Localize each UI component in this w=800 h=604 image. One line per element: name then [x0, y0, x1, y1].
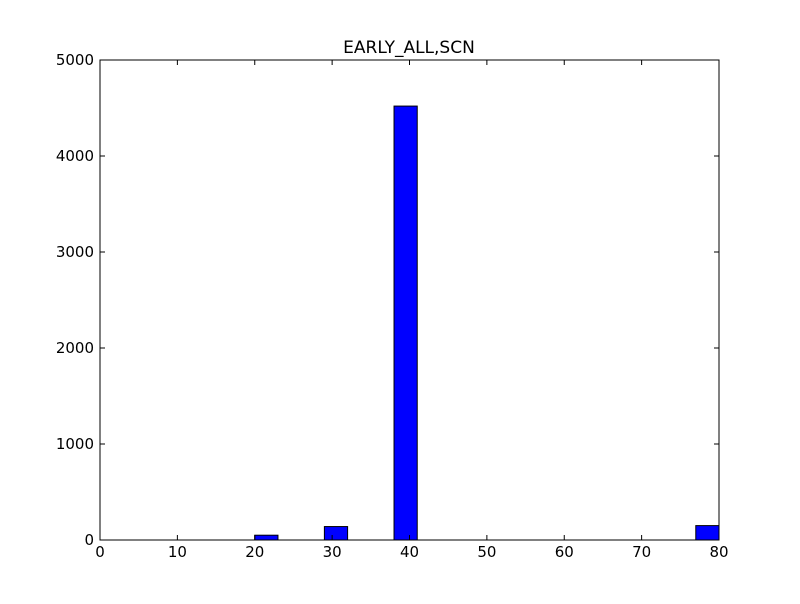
- y-tick-label-2: 2000: [56, 339, 94, 357]
- y-tick-label-3: 3000: [56, 243, 94, 261]
- y-axis: 0 1000 2000 3000 4000 5000: [56, 51, 719, 549]
- y-tick-label-5: 5000: [56, 51, 94, 69]
- x-tick-label-5: 50: [477, 543, 496, 561]
- y-tick-label-1: 1000: [56, 435, 94, 453]
- bars-layer: [254, 105, 720, 541]
- y-tick-label-4: 4000: [56, 147, 94, 165]
- histogram-bar-0: [254, 534, 279, 541]
- x-tick-label-1: 10: [168, 543, 187, 561]
- histogram-bar-1: [323, 526, 349, 541]
- x-axis: 0 10 20 30 40 50 60 70 80: [95, 60, 729, 561]
- histogram-bar-3: [695, 525, 720, 541]
- x-tick-label-7: 70: [632, 543, 651, 561]
- histogram-bar-2: [393, 105, 418, 541]
- chart-title: EARLY_ALL,SCN: [343, 38, 475, 58]
- x-tick-label-8: 80: [709, 543, 728, 561]
- x-tick-label-4: 40: [400, 543, 419, 561]
- x-tick-label-6: 60: [555, 543, 574, 561]
- x-tick-label-0: 0: [95, 543, 105, 561]
- y-tick-label-0: 0: [84, 531, 94, 549]
- x-tick-label-2: 20: [245, 543, 264, 561]
- x-tick-label-3: 30: [323, 543, 342, 561]
